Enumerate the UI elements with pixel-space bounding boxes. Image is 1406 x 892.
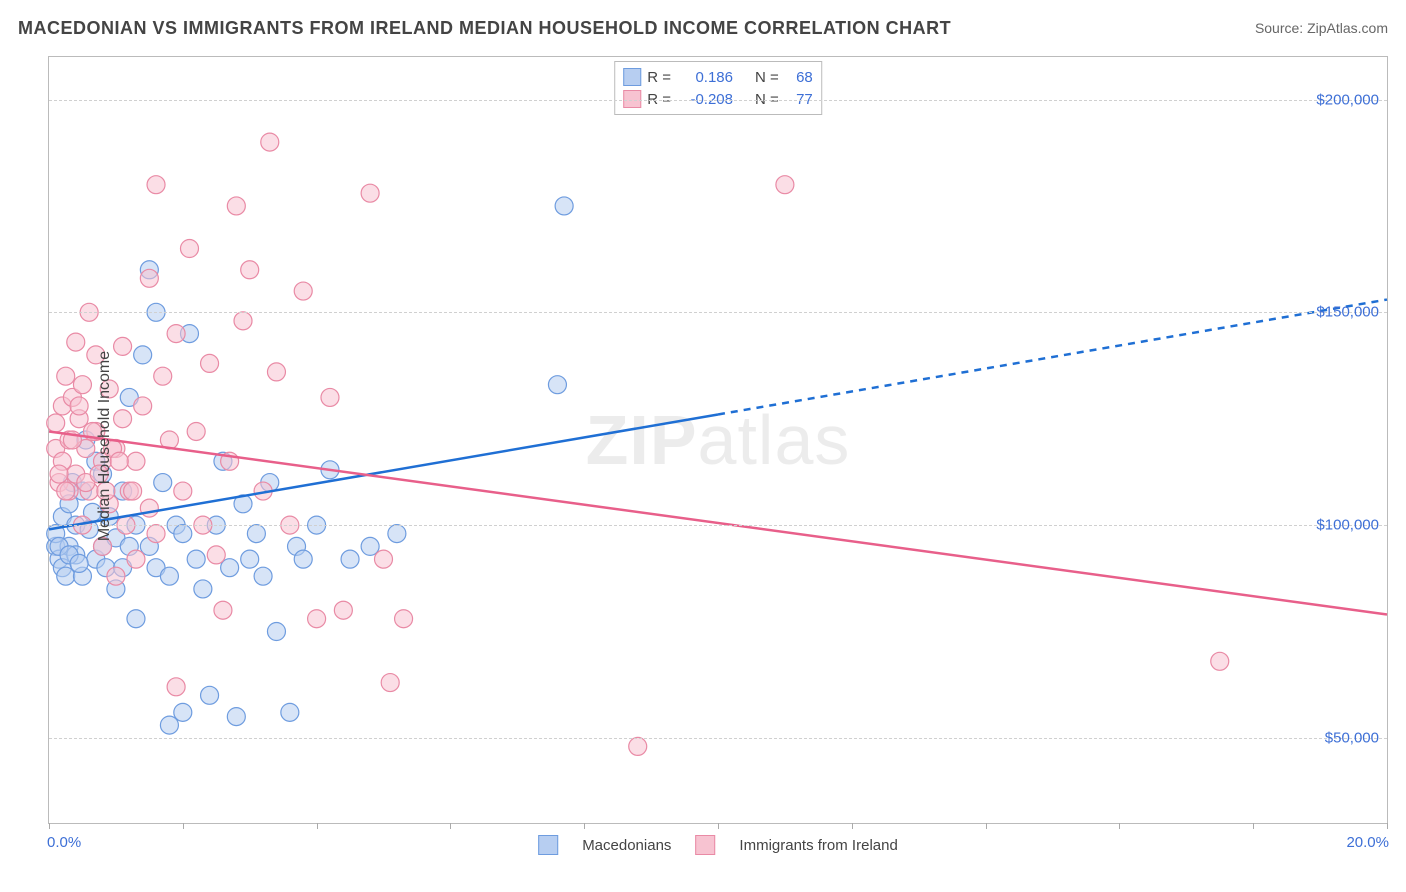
legend-swatch-2	[695, 835, 715, 855]
r-label-1: R =	[647, 69, 671, 86]
legend-label-2: Immigrants from Ireland	[739, 837, 897, 854]
legend-label-1: Macedonians	[582, 837, 671, 854]
plot-area: ZIPatlas R = 0.186 N = 68 R = -0.208 N =…	[48, 56, 1388, 824]
scatter-svg	[49, 57, 1387, 823]
corr-row-1: R = 0.186 N = 68	[623, 66, 813, 88]
y-axis-label: Median Household Income	[96, 351, 114, 541]
swatch-series-1	[623, 68, 641, 86]
x-axis-min: 0.0%	[47, 834, 81, 851]
n-label-1: N =	[755, 69, 779, 86]
n-value-1: 68	[785, 69, 813, 86]
r-value-1: 0.186	[677, 69, 733, 86]
x-axis-max: 20.0%	[1346, 834, 1389, 851]
legend-swatch-1	[538, 835, 558, 855]
bottom-legend: Macedonians Immigrants from Ireland	[538, 835, 898, 855]
source-attribution: Source: ZipAtlas.com	[1255, 20, 1388, 36]
chart-title: MACEDONIAN VS IMMIGRANTS FROM IRELAND ME…	[18, 18, 951, 39]
correlation-legend: R = 0.186 N = 68 R = -0.208 N = 77	[614, 61, 822, 115]
